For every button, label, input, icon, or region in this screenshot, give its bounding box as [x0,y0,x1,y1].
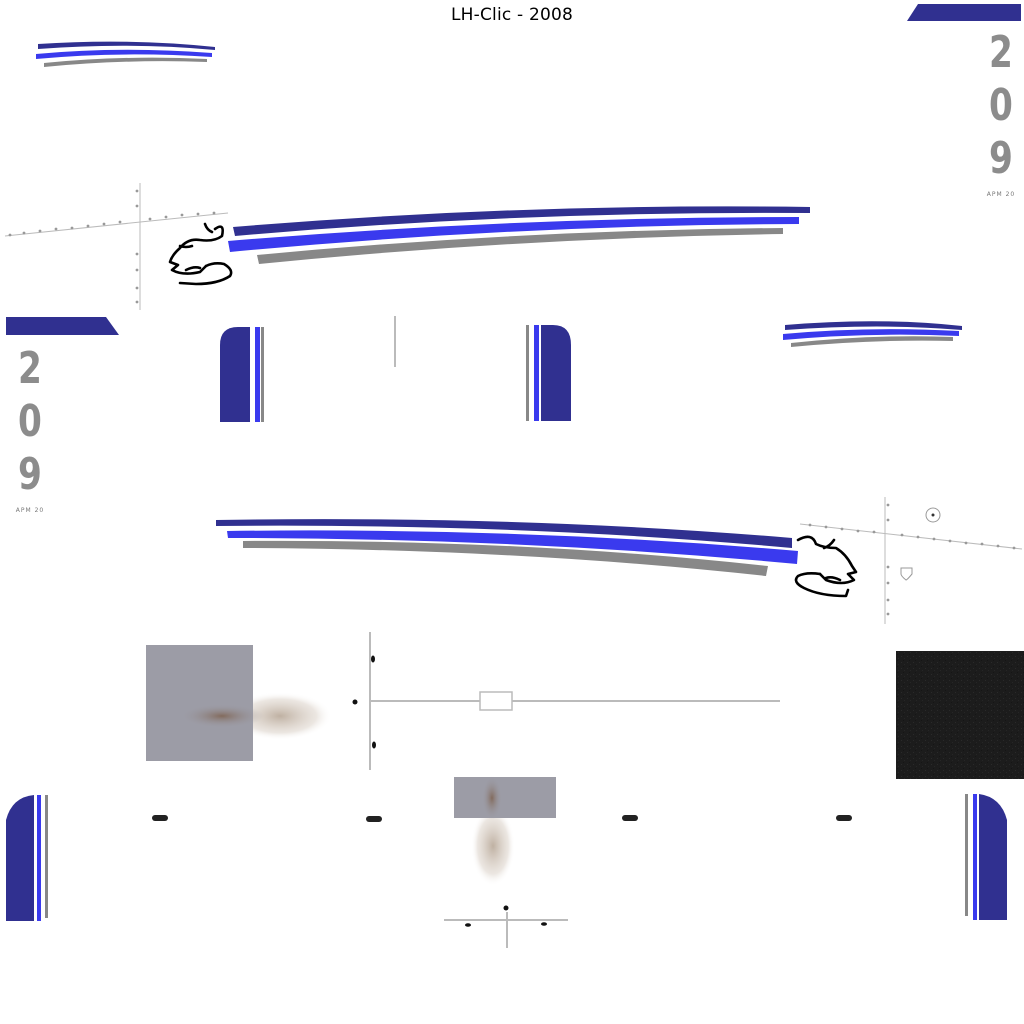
number-digit: 9 [18,449,42,500]
stripe-bright-blue [228,217,799,252]
number-digit: 9 [989,133,1013,184]
race-number-top-right: 2 0 9 APM 20 [978,31,1024,198]
stripe-dark-blue [216,519,792,548]
gray-panel-center [454,776,556,886]
number-digit: 2 [989,27,1013,78]
stripe-gray [257,228,783,264]
stripe-dark-blue [38,41,215,50]
number-subtext: APM 20 [986,191,1016,198]
stripe-dark-blue [785,321,962,330]
scale-dots-lower [808,503,1016,616]
number-subtext: APM 20 [15,507,45,514]
stripe-gray [44,57,207,67]
scale-lines-upper [4,183,229,310]
shield-mark [900,567,913,581]
stripe-group-lower [216,519,798,576]
blue-tab-top-right [907,4,1021,21]
pillar-left [220,327,264,422]
scale-lines-lower [799,497,1023,624]
stripe-group-upper [228,206,810,264]
number-digit: 0 [989,80,1013,131]
number-digit: 0 [18,396,42,447]
race-number-left: 2 0 9 APM 20 [6,347,54,514]
pillar-right [526,325,571,421]
target-mark [925,507,941,523]
stripe-gray [791,336,953,347]
bottom-axle [444,905,568,948]
mount-pills [152,815,852,822]
stripe-bright-blue [36,49,212,59]
number-digit: 2 [18,343,42,394]
scale-dots-upper [8,189,216,304]
pillar-bottom-right [965,794,1007,920]
texture-title: LH-Clic - 2008 [450,5,574,25]
stripe-bright-blue [227,530,798,564]
pillar-bottom-left [6,795,48,921]
chassis-diagram [352,632,780,770]
lion-logo-upper [168,222,233,286]
gray-panel-left [146,645,332,761]
stripe-gray [243,540,768,576]
stripe-bright-blue [783,329,959,340]
stripe-dark-blue [233,206,810,236]
stripe-group-top-left [36,41,215,67]
stripe-group-right [783,321,962,347]
dark-texture-block [896,651,1024,779]
blue-tab-left [6,317,119,335]
lion-logo-lower [794,535,858,598]
